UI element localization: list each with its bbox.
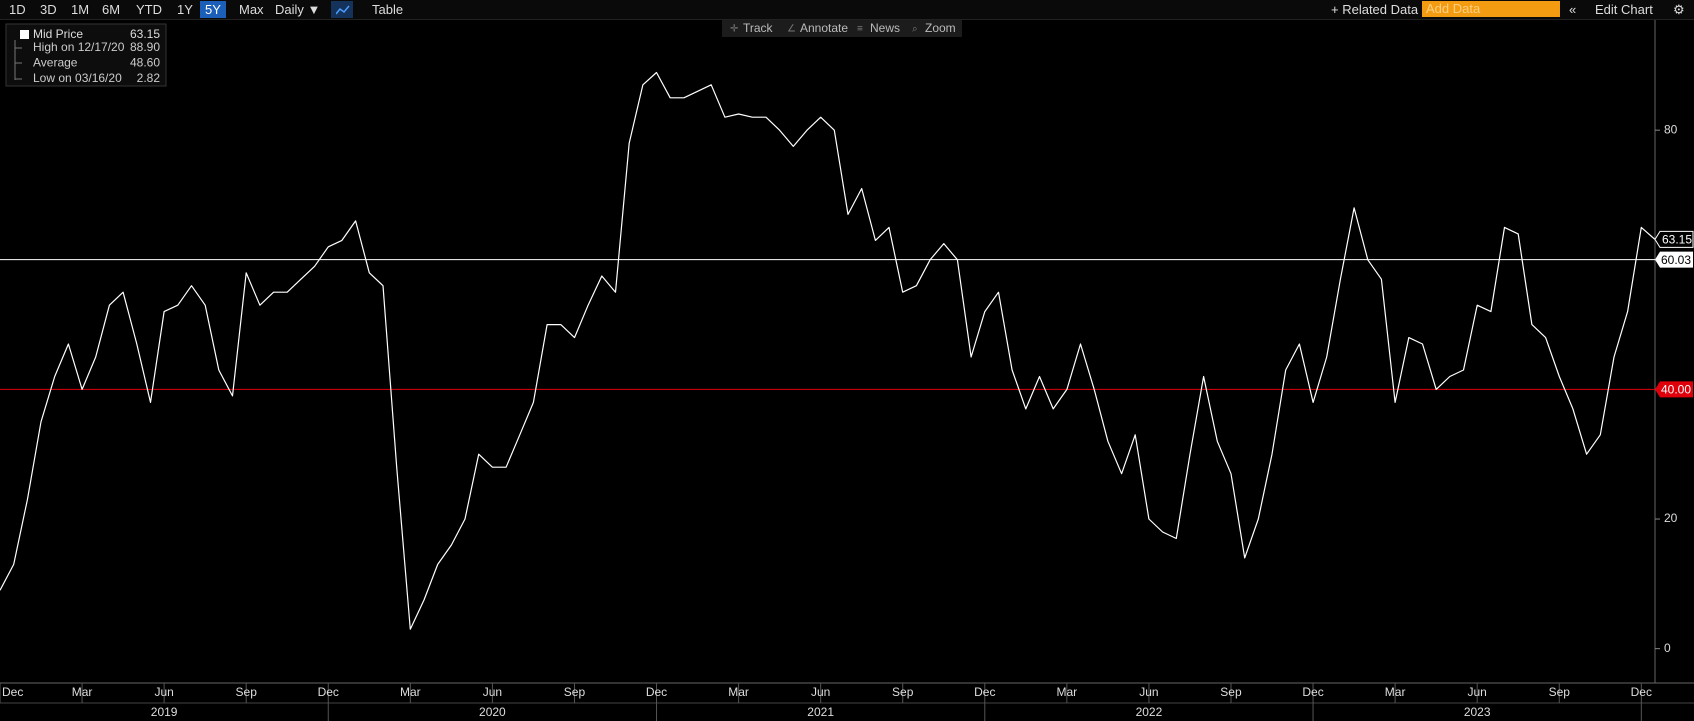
frequency-dropdown[interactable]: Daily ▼: [275, 2, 321, 17]
chart-tool-label: Track: [743, 21, 774, 35]
x-tick-label: Mar: [72, 685, 93, 699]
range-button[interactable]: 1D: [9, 2, 26, 17]
year-label: 2022: [1136, 705, 1163, 719]
x-tick-label: Sep: [892, 685, 914, 699]
chart-background: [0, 20, 1694, 721]
x-tick-label: Dec: [1631, 685, 1652, 699]
legend-stat-value: 48.60: [130, 56, 160, 70]
related-data[interactable]: + Related Data: [1331, 2, 1419, 17]
legend-swatch: [20, 30, 29, 39]
x-tick-label: Jun: [154, 685, 173, 699]
x-tick-label: Sep: [1549, 685, 1571, 699]
year-label: 2019: [151, 705, 178, 719]
chart-tool[interactable]: ∠ Annotate: [787, 21, 848, 35]
last-value-tag: [1654, 230, 1694, 248]
chart-tool[interactable]: ≡ News: [857, 21, 900, 35]
last-value-label: 63.15: [1662, 233, 1692, 247]
toolbar: 1D 3D 1M 6M YTD 1Y 5Y Max Daily ▼ Table + Related …: [0, 0, 1694, 20]
line-icon: [335, 5, 350, 15]
edit-chart[interactable]: Edit Chart: [1595, 2, 1653, 17]
chart-tool-icon: ≡: [857, 24, 863, 35]
range-button[interactable]: YTD: [136, 2, 162, 17]
legend: Mid Price 63.15 High on 12/17/20 88.90 Avera…: [5, 23, 167, 87]
chart-tool-label: News: [870, 21, 900, 35]
x-tick-label: Mar: [400, 685, 421, 699]
chart-type-button[interactable]: [331, 1, 353, 18]
x-tick-label: Dec: [318, 685, 339, 699]
legend-series-name: Mid Price: [33, 27, 83, 41]
range-button[interactable]: 1Y: [177, 2, 193, 17]
x-tick-label: Jun: [1468, 685, 1487, 699]
chart-tool[interactable]: ✛ Track: [730, 21, 774, 35]
x-tick-label: Jun: [483, 685, 502, 699]
year-label: 2021: [807, 705, 834, 719]
range-button[interactable]: Max: [239, 2, 264, 17]
x-tick-label: Dec: [2, 685, 23, 699]
y-tick-label: 20: [1664, 511, 1678, 525]
range-button[interactable]: 5Y: [200, 1, 226, 18]
x-tick-label: Jun: [811, 685, 830, 699]
legend-stat-label: High on 12/17/20: [33, 40, 125, 54]
legend-stat-value: 2.82: [137, 71, 161, 85]
chart-tools: ✛ Track ∠ Annotate ≡ News ⌕ Zoom: [722, 20, 962, 37]
x-tick-label: Dec: [1302, 685, 1323, 699]
x-tick-label: Dec: [974, 685, 995, 699]
settings-button[interactable]: ⚙: [1673, 2, 1685, 17]
legend-stat-value: 88.90: [130, 40, 160, 54]
reference-label: 60.03: [1661, 253, 1691, 267]
chart-tool-icon: ∠: [787, 24, 796, 35]
x-tick-label: Sep: [236, 685, 258, 699]
add-data-input[interactable]: Add Data: [1422, 1, 1560, 17]
range-button[interactable]: 6M: [102, 2, 121, 17]
chart-tools-background: [722, 20, 962, 37]
x-tick-label: Jun: [1139, 685, 1158, 699]
collapse-button[interactable]: «: [1569, 2, 1577, 17]
reference-label: 40.00: [1661, 383, 1691, 397]
reference-tag: [1655, 381, 1693, 398]
table-button[interactable]: Table: [372, 2, 404, 17]
chart-tool[interactable]: ⌕ Zoom: [912, 21, 956, 35]
x-tick-label: Dec: [646, 685, 667, 699]
y-tick-label: 80: [1664, 122, 1678, 136]
year-label: 2020: [479, 705, 506, 719]
chart-tool-label: Annotate: [800, 21, 848, 35]
x-tick-label: Mar: [1057, 685, 1078, 699]
legend-background: [5, 23, 167, 87]
price-line: [0, 71, 1656, 630]
chart-tool-label: Zoom: [925, 21, 956, 35]
legend-tree: [14, 40, 22, 80]
reference-tag: [1655, 251, 1693, 268]
range-button[interactable]: 3D: [40, 2, 57, 17]
legend-stat-label: Average: [33, 56, 78, 70]
x-tick-label: Sep: [564, 685, 586, 699]
range-button[interactable]: 1M: [71, 2, 90, 17]
x-tick-label: Sep: [1220, 685, 1242, 699]
x-tick-label: Mar: [728, 685, 749, 699]
legend-series-value: 63.15: [130, 27, 160, 41]
year-label: 2023: [1464, 705, 1491, 719]
chart-tool-icon: ✛: [730, 24, 738, 35]
legend-stat-label: Low on 03/16/20: [33, 71, 122, 85]
y-tick-label: 0: [1664, 641, 1671, 655]
chart-tool-icon: ⌕: [912, 24, 918, 35]
chart: 020406080DecMarJunSepDecMarJunSepDecMarJ…: [0, 20, 1694, 721]
x-tick-label: Mar: [1385, 685, 1406, 699]
